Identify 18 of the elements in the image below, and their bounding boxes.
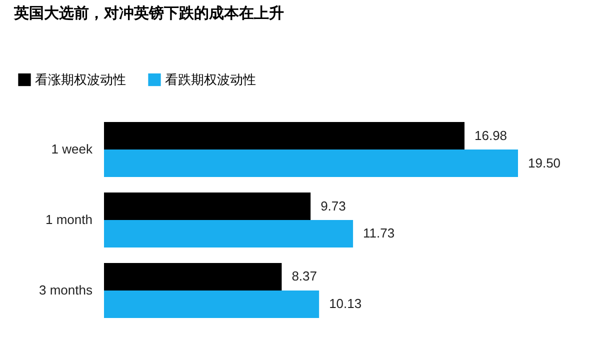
data-label: 8.37	[292, 268, 318, 284]
data-label: 19.50	[528, 155, 561, 170]
data-label: 11.73	[363, 226, 395, 241]
bar	[104, 290, 320, 318]
legend-label: 看跌期权波动性	[165, 72, 256, 88]
bar	[104, 220, 354, 248]
chart-title: 英国大选前，对冲英镑下跌的成本在上升	[13, 4, 284, 22]
legend-label: 看涨期权波动性	[35, 72, 126, 88]
y-tick-label: 1 week	[51, 142, 93, 157]
y-tick-label: 1 month	[46, 212, 92, 227]
data-label: 10.13	[329, 296, 362, 312]
bar	[104, 262, 282, 290]
y-tick-label: 3 months	[39, 282, 93, 298]
bar	[104, 150, 518, 178]
data-label: 16.98	[474, 128, 508, 143]
bar	[104, 192, 311, 220]
bar	[104, 122, 464, 150]
data-label: 9.73	[320, 198, 346, 214]
